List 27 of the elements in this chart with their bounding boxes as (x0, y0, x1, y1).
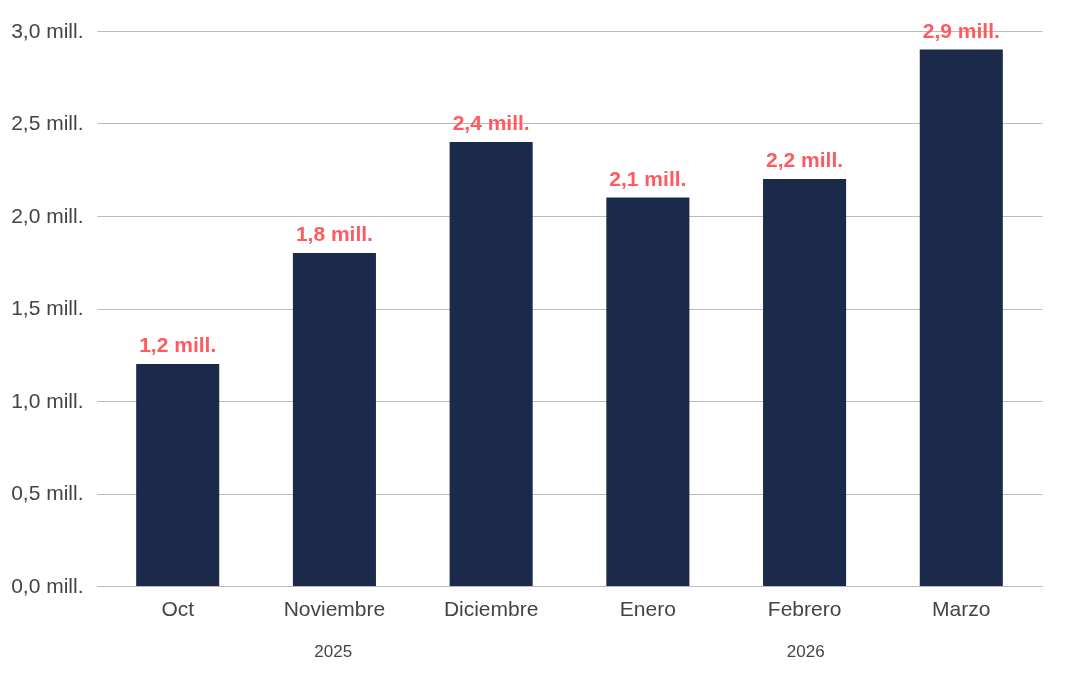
data-label: 2,9 mill. (922, 18, 1000, 42)
bar (919, 49, 1003, 586)
y-tick-label: 1,0 mill. (11, 388, 84, 412)
x-tick-label: Noviembre (283, 596, 386, 620)
y-tick-label: 3,0 mill. (11, 18, 84, 42)
bar (449, 142, 533, 586)
data-label: 2,4 mill. (452, 111, 530, 134)
y-tick-label: 0,5 mill. (11, 481, 84, 504)
y-tick-label: 2,0 mill. (11, 203, 84, 227)
data-label: 2,2 mill. (766, 148, 844, 171)
x-tick-label: Enero (619, 596, 676, 620)
x-tick-label: Diciembre (443, 596, 539, 620)
bar (606, 197, 690, 586)
text: 2026 (786, 642, 825, 661)
data-label: 1,8 mill. (295, 222, 373, 245)
data-label: 2,1 mill. (609, 166, 687, 190)
y-tick-label: 0,0 mill. (11, 573, 84, 597)
y-tick-label: 2,5 mill. (11, 111, 84, 134)
text: 2025 (314, 642, 353, 661)
x-tick-label: Febrero (767, 596, 842, 620)
bar (136, 364, 220, 586)
bar (763, 179, 847, 586)
y-tick-label: 1,5 mill. (11, 296, 84, 319)
data-label: 1,2 mill. (139, 333, 217, 356)
x-tick-label: Oct (161, 596, 195, 620)
bar (292, 253, 376, 586)
x-tick-label: Marzo (932, 596, 991, 620)
